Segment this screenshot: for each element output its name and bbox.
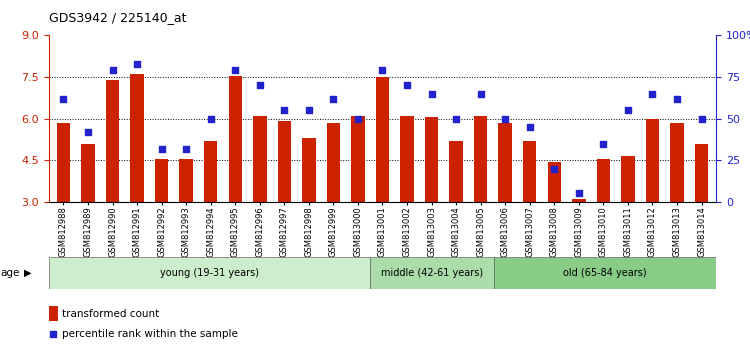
Bar — [106, 80, 119, 202]
Bar — [424, 117, 438, 202]
Point — [671, 96, 683, 102]
Bar — [302, 138, 316, 202]
Bar — [621, 156, 634, 202]
Point — [524, 124, 536, 130]
Bar — [229, 76, 242, 202]
Bar — [376, 77, 389, 202]
Point — [58, 96, 70, 102]
Point — [303, 108, 315, 113]
Text: young (19-31 years): young (19-31 years) — [160, 268, 259, 278]
Point — [82, 129, 94, 135]
Point — [328, 96, 340, 102]
Bar — [204, 141, 218, 202]
Bar — [253, 116, 266, 202]
Bar — [400, 116, 414, 202]
Point — [500, 116, 512, 121]
Bar — [81, 144, 94, 202]
Text: middle (42-61 years): middle (42-61 years) — [381, 268, 483, 278]
Point — [254, 82, 266, 88]
Bar — [49, 306, 58, 321]
Bar — [57, 123, 70, 202]
Point — [352, 116, 364, 121]
Bar — [670, 123, 684, 202]
Point — [156, 146, 168, 152]
Bar — [694, 144, 708, 202]
Bar — [49, 257, 370, 289]
Point — [131, 61, 143, 67]
Bar — [499, 123, 512, 202]
Point — [548, 166, 560, 171]
Text: age: age — [1, 268, 20, 278]
Bar — [155, 159, 169, 202]
Point — [573, 190, 585, 196]
Point — [622, 108, 634, 113]
Bar — [572, 199, 586, 202]
Text: old (65-84 years): old (65-84 years) — [563, 268, 646, 278]
Point — [646, 91, 658, 96]
Bar — [351, 116, 364, 202]
Bar — [596, 159, 610, 202]
Text: transformed count: transformed count — [62, 309, 159, 319]
Text: ▶: ▶ — [24, 268, 32, 278]
Point — [106, 68, 118, 73]
Point — [695, 116, 707, 121]
Point — [401, 82, 413, 88]
Bar — [474, 116, 488, 202]
Point — [180, 146, 192, 152]
Point — [425, 91, 437, 96]
Point — [205, 116, 217, 121]
Point — [597, 141, 609, 147]
Bar — [130, 74, 144, 202]
Point — [278, 108, 290, 113]
Bar — [646, 119, 659, 202]
Point — [376, 68, 388, 73]
Bar — [370, 257, 494, 289]
Point — [230, 68, 242, 73]
Point — [475, 91, 487, 96]
Text: GDS3942 / 225140_at: GDS3942 / 225140_at — [49, 11, 186, 24]
Bar — [523, 141, 536, 202]
Point — [47, 331, 59, 337]
Bar — [494, 257, 716, 289]
Text: percentile rank within the sample: percentile rank within the sample — [62, 329, 238, 339]
Bar — [278, 121, 291, 202]
Bar — [179, 159, 193, 202]
Bar — [327, 123, 340, 202]
Bar — [449, 141, 463, 202]
Bar — [548, 161, 561, 202]
Point — [450, 116, 462, 121]
